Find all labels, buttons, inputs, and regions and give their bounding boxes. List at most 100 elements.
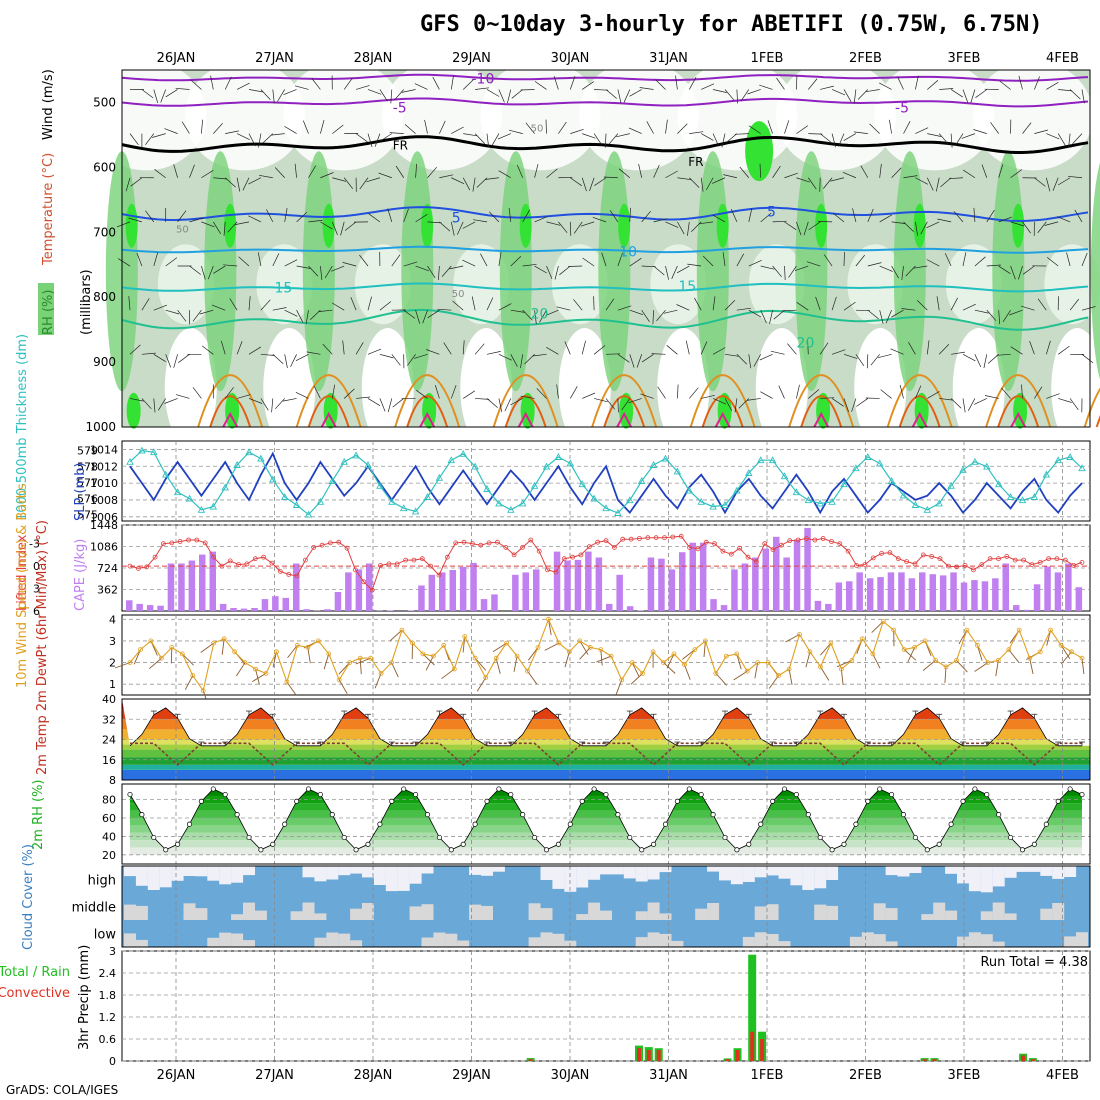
lifted-index-point bbox=[904, 559, 909, 564]
wind-barb bbox=[808, 389, 820, 399]
wind10m-barb bbox=[391, 662, 399, 678]
cloud-low-fill bbox=[873, 934, 886, 947]
wind-barb bbox=[308, 165, 317, 178]
wind-barb bbox=[759, 163, 762, 178]
cape-bar bbox=[491, 594, 498, 611]
wind-barb bbox=[687, 263, 702, 267]
wind-barb bbox=[700, 341, 708, 355]
precip-legend-convective: Convective bbox=[0, 986, 70, 1001]
precip-convective-bar bbox=[1030, 1059, 1035, 1061]
wind-barb bbox=[1069, 89, 1081, 100]
slp-tick-label: 1010 bbox=[90, 477, 118, 490]
rh2m-point bbox=[520, 812, 526, 818]
wind10m-barb bbox=[974, 662, 989, 672]
wind-barb bbox=[308, 220, 323, 223]
wind-barb bbox=[223, 264, 238, 267]
wind-barb bbox=[498, 303, 512, 311]
wind-barb bbox=[701, 83, 715, 90]
cape-bar bbox=[157, 605, 164, 611]
rh-saturated-cell bbox=[323, 392, 338, 429]
wind10m-point bbox=[671, 651, 677, 657]
wind-barb bbox=[545, 119, 547, 134]
wind-barb bbox=[856, 398, 869, 407]
thickness-point bbox=[792, 488, 801, 496]
cloud-high-fill bbox=[588, 866, 601, 880]
cloud-low-fill bbox=[992, 941, 1005, 947]
wind10m-barb bbox=[820, 666, 830, 681]
lifted-index-point bbox=[403, 557, 409, 563]
rh-dry-patch bbox=[854, 328, 907, 449]
wind-barb bbox=[701, 133, 714, 141]
cloud-high-fill bbox=[1016, 866, 1029, 872]
rh2m-point bbox=[996, 812, 1002, 818]
cloud-middle-fill bbox=[921, 914, 934, 920]
cloud-low-fill bbox=[433, 932, 446, 947]
cloud-middle-fill bbox=[766, 904, 779, 920]
wind-barb bbox=[201, 119, 203, 134]
wind-barb bbox=[403, 208, 409, 223]
isotherm-5 bbox=[121, 206, 1089, 223]
wind-barb bbox=[653, 164, 660, 178]
cape-bar bbox=[1044, 566, 1051, 611]
wind-barb bbox=[283, 89, 297, 96]
thickness-point bbox=[852, 464, 860, 472]
wind-barb bbox=[1044, 221, 1059, 226]
wind-barb bbox=[987, 354, 999, 364]
lifted-index-point bbox=[327, 540, 333, 546]
wind-barb bbox=[343, 177, 354, 190]
cloud-high-fill bbox=[707, 866, 720, 872]
wind10m-barb bbox=[956, 660, 968, 673]
wind10m-point bbox=[274, 649, 279, 655]
cape-bar bbox=[939, 575, 947, 611]
wind-barb bbox=[1046, 133, 1060, 140]
wind10m-point bbox=[828, 640, 834, 646]
wind-barb bbox=[173, 354, 178, 368]
wind10m-barb bbox=[492, 642, 507, 652]
wind-barb bbox=[891, 265, 899, 279]
lifted-index-point bbox=[135, 566, 141, 571]
lifted-index-point bbox=[662, 535, 667, 541]
wind-barb bbox=[511, 89, 523, 99]
wind-barb bbox=[306, 351, 321, 355]
cloud-middle-fill bbox=[600, 910, 612, 920]
temp-color-band bbox=[122, 744, 1090, 750]
isotherm-label: 10 bbox=[619, 245, 637, 261]
lifted-index-point bbox=[712, 541, 717, 547]
wind-barb bbox=[939, 88, 954, 90]
date-tick-bottom: 1FEB bbox=[751, 1068, 784, 1083]
rh2m-point bbox=[448, 847, 454, 853]
wind-barb bbox=[646, 121, 654, 134]
lifted-index-point bbox=[862, 562, 868, 567]
wind-barb bbox=[927, 391, 940, 399]
wind10m-barb bbox=[715, 673, 727, 686]
lifted-index-point bbox=[194, 537, 200, 543]
wind-barb bbox=[617, 305, 632, 311]
wind-barb bbox=[721, 133, 726, 148]
wind-barb bbox=[713, 89, 727, 93]
temp-color-band bbox=[122, 757, 1090, 765]
temp-color-band bbox=[122, 749, 1090, 758]
wind-barb bbox=[248, 133, 256, 147]
wind-barb bbox=[141, 89, 154, 99]
cape-bar bbox=[626, 606, 634, 611]
cape-bar bbox=[637, 610, 644, 611]
wind10m-point bbox=[619, 677, 625, 683]
date-tick-bottom: 30JAN bbox=[551, 1068, 590, 1083]
rh2m-point bbox=[805, 812, 811, 818]
wind-barb bbox=[990, 122, 999, 134]
wind10m-point bbox=[462, 634, 468, 639]
wind-barb bbox=[570, 177, 583, 187]
lifted-index-point bbox=[753, 559, 759, 564]
wind-barb bbox=[553, 76, 559, 90]
wind10m-point bbox=[441, 642, 447, 648]
wind-barb bbox=[305, 310, 309, 325]
wind10m-barb bbox=[548, 619, 552, 636]
precip-tick-label: 1.2 bbox=[99, 1011, 117, 1024]
wind-barb bbox=[192, 387, 202, 399]
lifted-index-point bbox=[152, 554, 158, 560]
lifted-index-point bbox=[812, 537, 818, 543]
wind-barb bbox=[277, 89, 286, 102]
thickness-point bbox=[364, 461, 372, 468]
wind-barb bbox=[629, 207, 631, 222]
lifted-index-point bbox=[745, 554, 751, 560]
